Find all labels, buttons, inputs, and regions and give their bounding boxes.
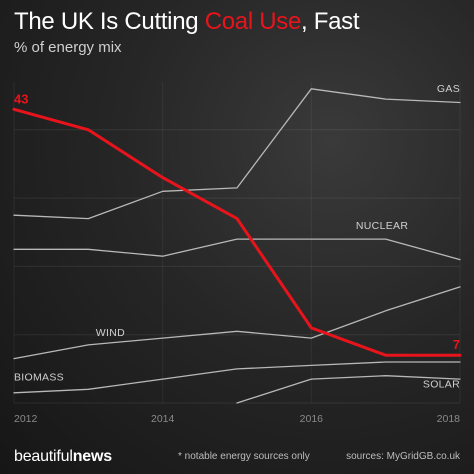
value-annotations: 43 7 [14, 91, 460, 352]
series-label-wind: WIND [96, 327, 125, 339]
title-highlight: Coal Use [204, 8, 302, 35]
series-line-wind [13, 286, 461, 360]
series-line-solar [236, 375, 461, 404]
brand-light: beautiful [14, 448, 73, 465]
series-line-coal [12, 107, 462, 357]
series-line-biomass [13, 361, 461, 394]
x-tick-label: 2014 [151, 413, 175, 425]
coal-value-label: 43 [14, 91, 28, 106]
series-labels: GAS NUCLEAR WIND BIOMASS SOLAR [14, 83, 460, 390]
x-tick-label: 2016 [300, 413, 324, 425]
x-axis-ticks: 2012 2014 2016 2018 [14, 413, 460, 425]
series-label-gas: GAS [437, 83, 460, 95]
source-credit: sources: MyGridGB.co.uk [346, 451, 460, 462]
chart-title: The UK Is Cutting Coal Use, Fast [14, 8, 360, 36]
series-label-biomass: BIOMASS [14, 371, 64, 383]
series-line-gas [13, 88, 461, 220]
x-tick-label: 2012 [14, 413, 38, 425]
footnote: * notable energy sources only [178, 451, 310, 462]
series-label-solar: SOLAR [423, 378, 460, 390]
brand-bold: news [72, 448, 112, 465]
chart-subtitle: % of energy mix [14, 39, 122, 56]
x-tick-label: 2018 [437, 413, 461, 425]
series-line-nuclear [13, 238, 461, 261]
title-part-1: The UK Is Cutting [14, 8, 205, 35]
coal-value-label: 7 [453, 337, 460, 352]
grid-lines [13, 82, 461, 404]
brand-logo: beautifulnews [14, 448, 112, 466]
series-lines [12, 88, 462, 404]
series-label-nuclear: NUCLEAR [356, 220, 408, 232]
title-part-2: , Fast [301, 8, 360, 35]
